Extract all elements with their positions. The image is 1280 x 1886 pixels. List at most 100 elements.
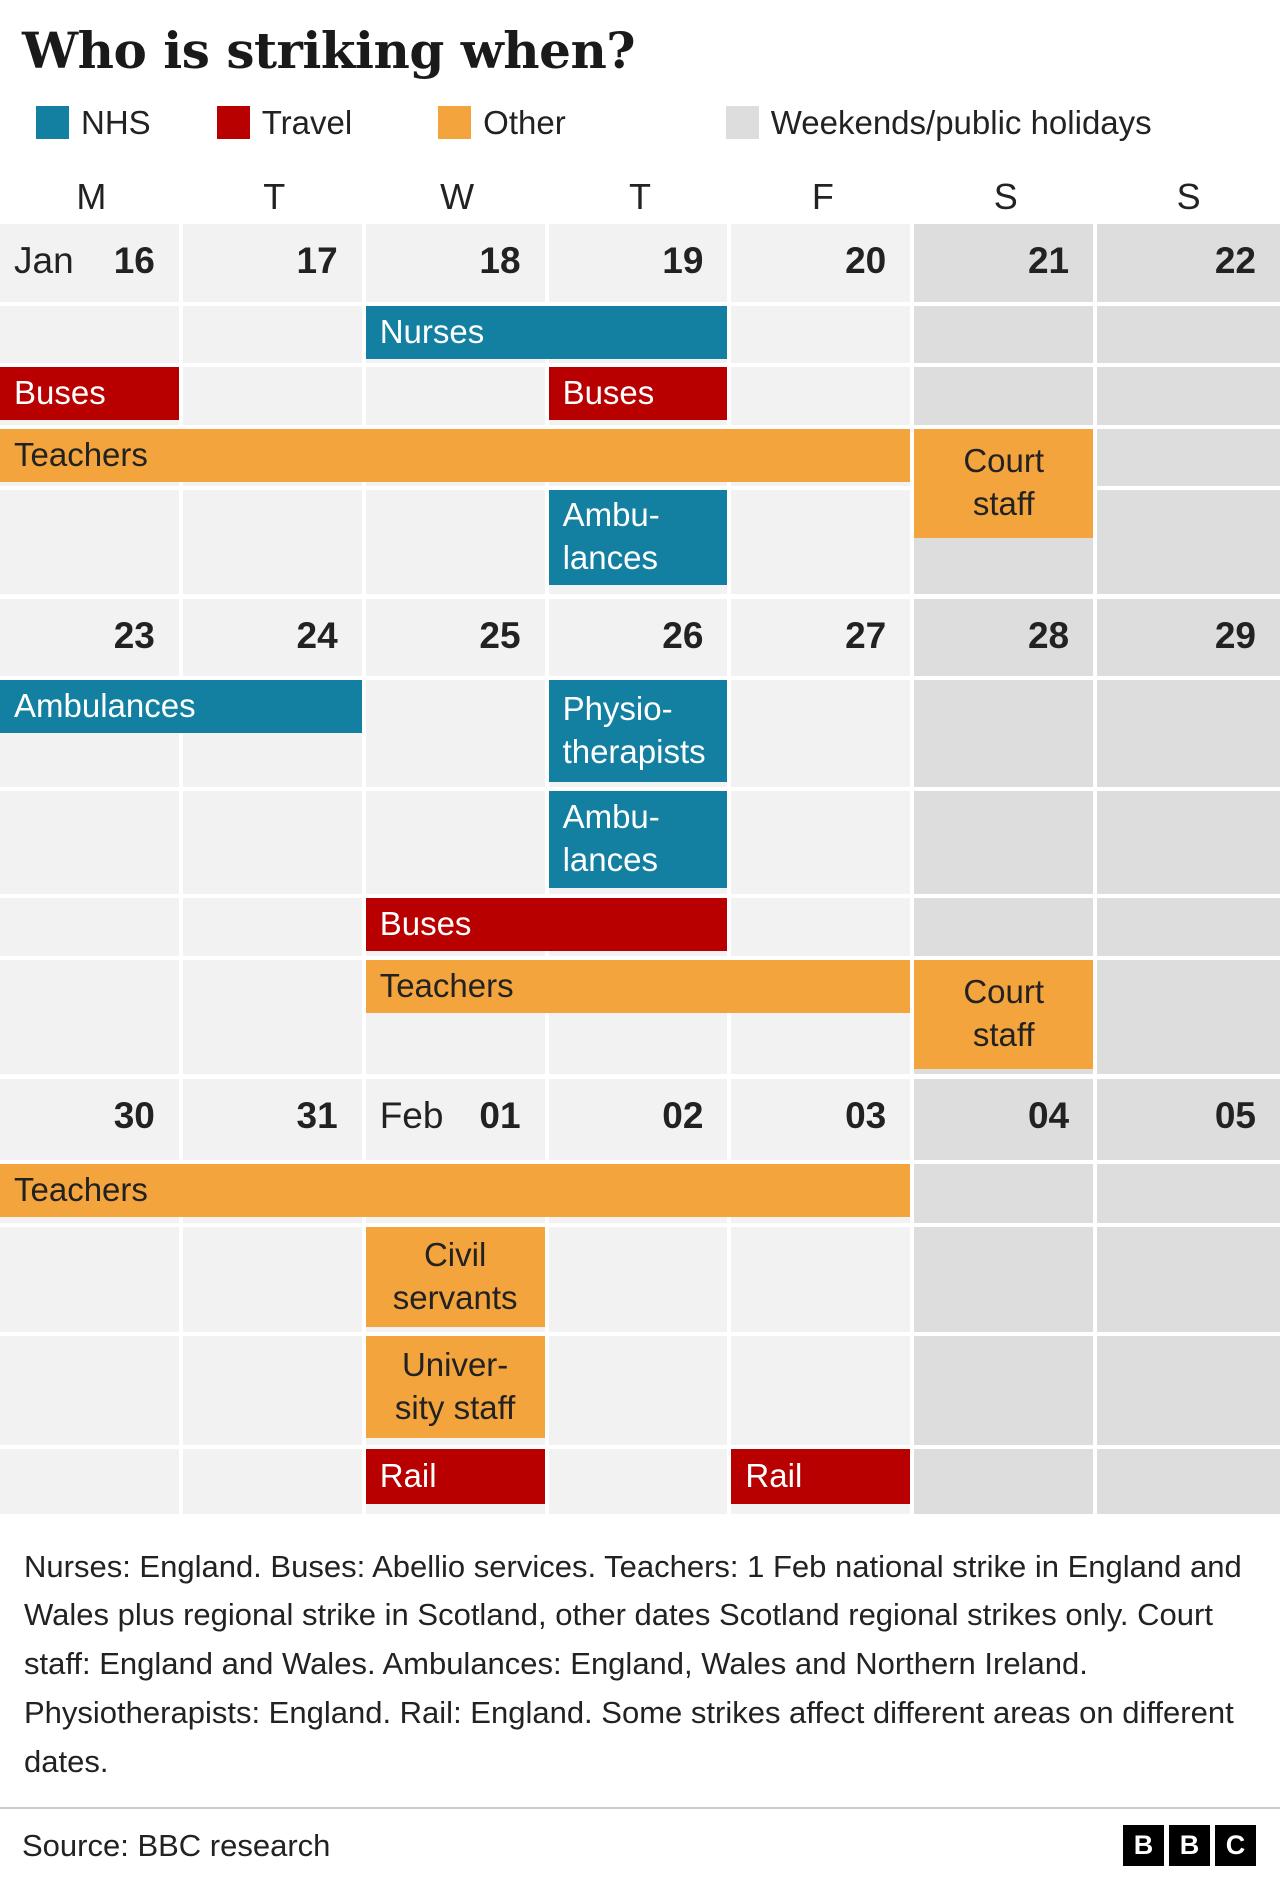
row-separator bbox=[0, 1444, 1280, 1449]
day-label-row: 03 bbox=[731, 1079, 910, 1157]
day-label-row: 02 bbox=[549, 1079, 728, 1157]
bar-label-line: Court bbox=[963, 442, 1045, 480]
day-label-row: 30 bbox=[0, 1079, 179, 1157]
day-number: 03 bbox=[845, 1094, 887, 1136]
day-cell-03: 03 bbox=[731, 1078, 911, 1514]
bar-rail: Rail bbox=[731, 1448, 911, 1504]
day-cell-18: 18 bbox=[365, 223, 545, 594]
bar-label-line: staff bbox=[972, 1016, 1035, 1053]
bar-ambu-lances: Ambu-lances bbox=[548, 489, 728, 585]
other-color-swatch bbox=[438, 106, 472, 139]
calendar-grid: Jan 16 17 18 19 20 21 22 Nurses Buses Buses Teacher… bbox=[0, 223, 1280, 1514]
bar-buses: Buses bbox=[0, 366, 179, 420]
bar-physio-therapists: Physio-therapists bbox=[548, 679, 728, 782]
day-number: 18 bbox=[479, 239, 521, 281]
day-label-row: 25 bbox=[366, 599, 545, 677]
nhs-color-swatch bbox=[36, 106, 69, 139]
bbc-logo-letter-3: C bbox=[1215, 1825, 1256, 1867]
day-number: 02 bbox=[662, 1094, 704, 1136]
month-label: Jan bbox=[14, 239, 74, 281]
day-number: 25 bbox=[479, 614, 521, 656]
legend-label-weekend: Weekends/public holidays bbox=[770, 103, 1152, 141]
day-header-3: W bbox=[440, 175, 475, 217]
day-label-row: 05 bbox=[1097, 1079, 1280, 1157]
row-separator bbox=[0, 424, 1280, 429]
day-label-row: 29 bbox=[1097, 599, 1280, 677]
day-label-row: 22 bbox=[1097, 224, 1280, 302]
day-header-4: T bbox=[629, 175, 651, 217]
bbc-logo-letter-2: B bbox=[1169, 1825, 1210, 1867]
row-separator bbox=[0, 675, 1280, 680]
bar-label-line: Court bbox=[963, 973, 1045, 1011]
bar-label-line: servants bbox=[392, 1278, 518, 1316]
row-separator bbox=[0, 1222, 1280, 1227]
day-label-row: 24 bbox=[183, 599, 362, 677]
row-separator bbox=[0, 893, 1280, 898]
day-number: 19 bbox=[662, 239, 704, 281]
day-number: 21 bbox=[1027, 239, 1070, 281]
legend: NHS Travel Other Weekends/public holidays bbox=[36, 104, 1280, 142]
row-separator bbox=[0, 786, 1280, 791]
day-cell-24: 24 bbox=[182, 598, 362, 1074]
bar-label-line: lances bbox=[562, 539, 658, 576]
day-number: 20 bbox=[845, 239, 887, 281]
day-cell-05: 05 bbox=[1097, 1078, 1280, 1514]
day-number: 24 bbox=[296, 614, 338, 656]
day-header-6: S bbox=[993, 175, 1018, 217]
day-number: 23 bbox=[113, 614, 155, 656]
day-number: 27 bbox=[845, 614, 887, 656]
bar-label-line: Physio- bbox=[562, 689, 673, 727]
week-2: 23 24 25 26 27 28 29 Ambulances Physio-therapist… bbox=[0, 598, 1280, 1074]
bar-teachers: Teachers bbox=[0, 1163, 911, 1217]
footnote: Nurses: England. Buses: Abellio services… bbox=[24, 1548, 1242, 1780]
bbc-logo-letter-1: B bbox=[1123, 1825, 1164, 1867]
bar-label-line: therapists bbox=[562, 732, 706, 770]
bar-univer-sity-staff: Univer-sity staff bbox=[365, 1335, 545, 1438]
bar-label-line: staff bbox=[972, 485, 1035, 522]
day-number: 16 bbox=[113, 239, 155, 281]
day-label-row: 28 bbox=[914, 599, 1093, 677]
day-label-row: 19 bbox=[549, 224, 728, 302]
day-label-row: 18 bbox=[366, 224, 545, 302]
day-number: 04 bbox=[1027, 1094, 1070, 1136]
day-header-7: S bbox=[1176, 175, 1201, 217]
day-number: 22 bbox=[1214, 239, 1256, 281]
bar-label-line: lances bbox=[562, 841, 658, 878]
day-label-row: 04 bbox=[914, 1079, 1093, 1157]
day-cell-29: 29 bbox=[1097, 598, 1280, 1074]
legend-label-other: Other bbox=[483, 103, 566, 141]
row-separator bbox=[0, 955, 1280, 960]
bar-rail: Rail bbox=[365, 1448, 545, 1504]
day-label-row: 21 bbox=[914, 224, 1093, 302]
bar-label-line: sity staff bbox=[394, 1388, 516, 1426]
bar-civil-servants: Civil servants bbox=[365, 1226, 545, 1327]
day-number: 01 bbox=[479, 1094, 521, 1136]
bar-teachers: Teachers bbox=[0, 428, 911, 482]
bar-label-line: Ambu- bbox=[562, 496, 660, 534]
row-separator bbox=[0, 485, 1280, 490]
day-cell-21: 21 bbox=[914, 223, 1094, 594]
day-cell-23: 23 bbox=[0, 598, 179, 1074]
week-3: 30 31 Feb 01 02 03 04 05 Teachers Civil servants Un… bbox=[0, 1078, 1280, 1514]
day-number: 28 bbox=[1027, 614, 1070, 656]
day-label-row: 27 bbox=[731, 599, 910, 677]
day-number: 29 bbox=[1214, 614, 1256, 656]
day-cell-30: 30 bbox=[0, 1078, 179, 1514]
day-label-row: 23 bbox=[0, 599, 179, 677]
legend-item-weekend: Weekends/public holidays bbox=[725, 103, 1152, 142]
day-label-row: 26 bbox=[549, 599, 728, 677]
row-separator bbox=[0, 362, 1280, 367]
week-1: Jan 16 17 18 19 20 21 22 Nurses Buses Buses Teacher… bbox=[0, 223, 1280, 594]
day-cell-31: 31 bbox=[182, 1078, 362, 1514]
day-cell-20: 20 bbox=[731, 223, 911, 594]
chart-title: Who is striking when? bbox=[22, 21, 636, 80]
day-number: 30 bbox=[113, 1094, 155, 1136]
day-cell-22: 22 bbox=[1097, 223, 1280, 594]
day-number: 26 bbox=[662, 614, 704, 656]
weekend-color-swatch bbox=[725, 106, 759, 139]
day-header-2: T bbox=[263, 175, 286, 217]
day-number: 05 bbox=[1214, 1094, 1256, 1136]
